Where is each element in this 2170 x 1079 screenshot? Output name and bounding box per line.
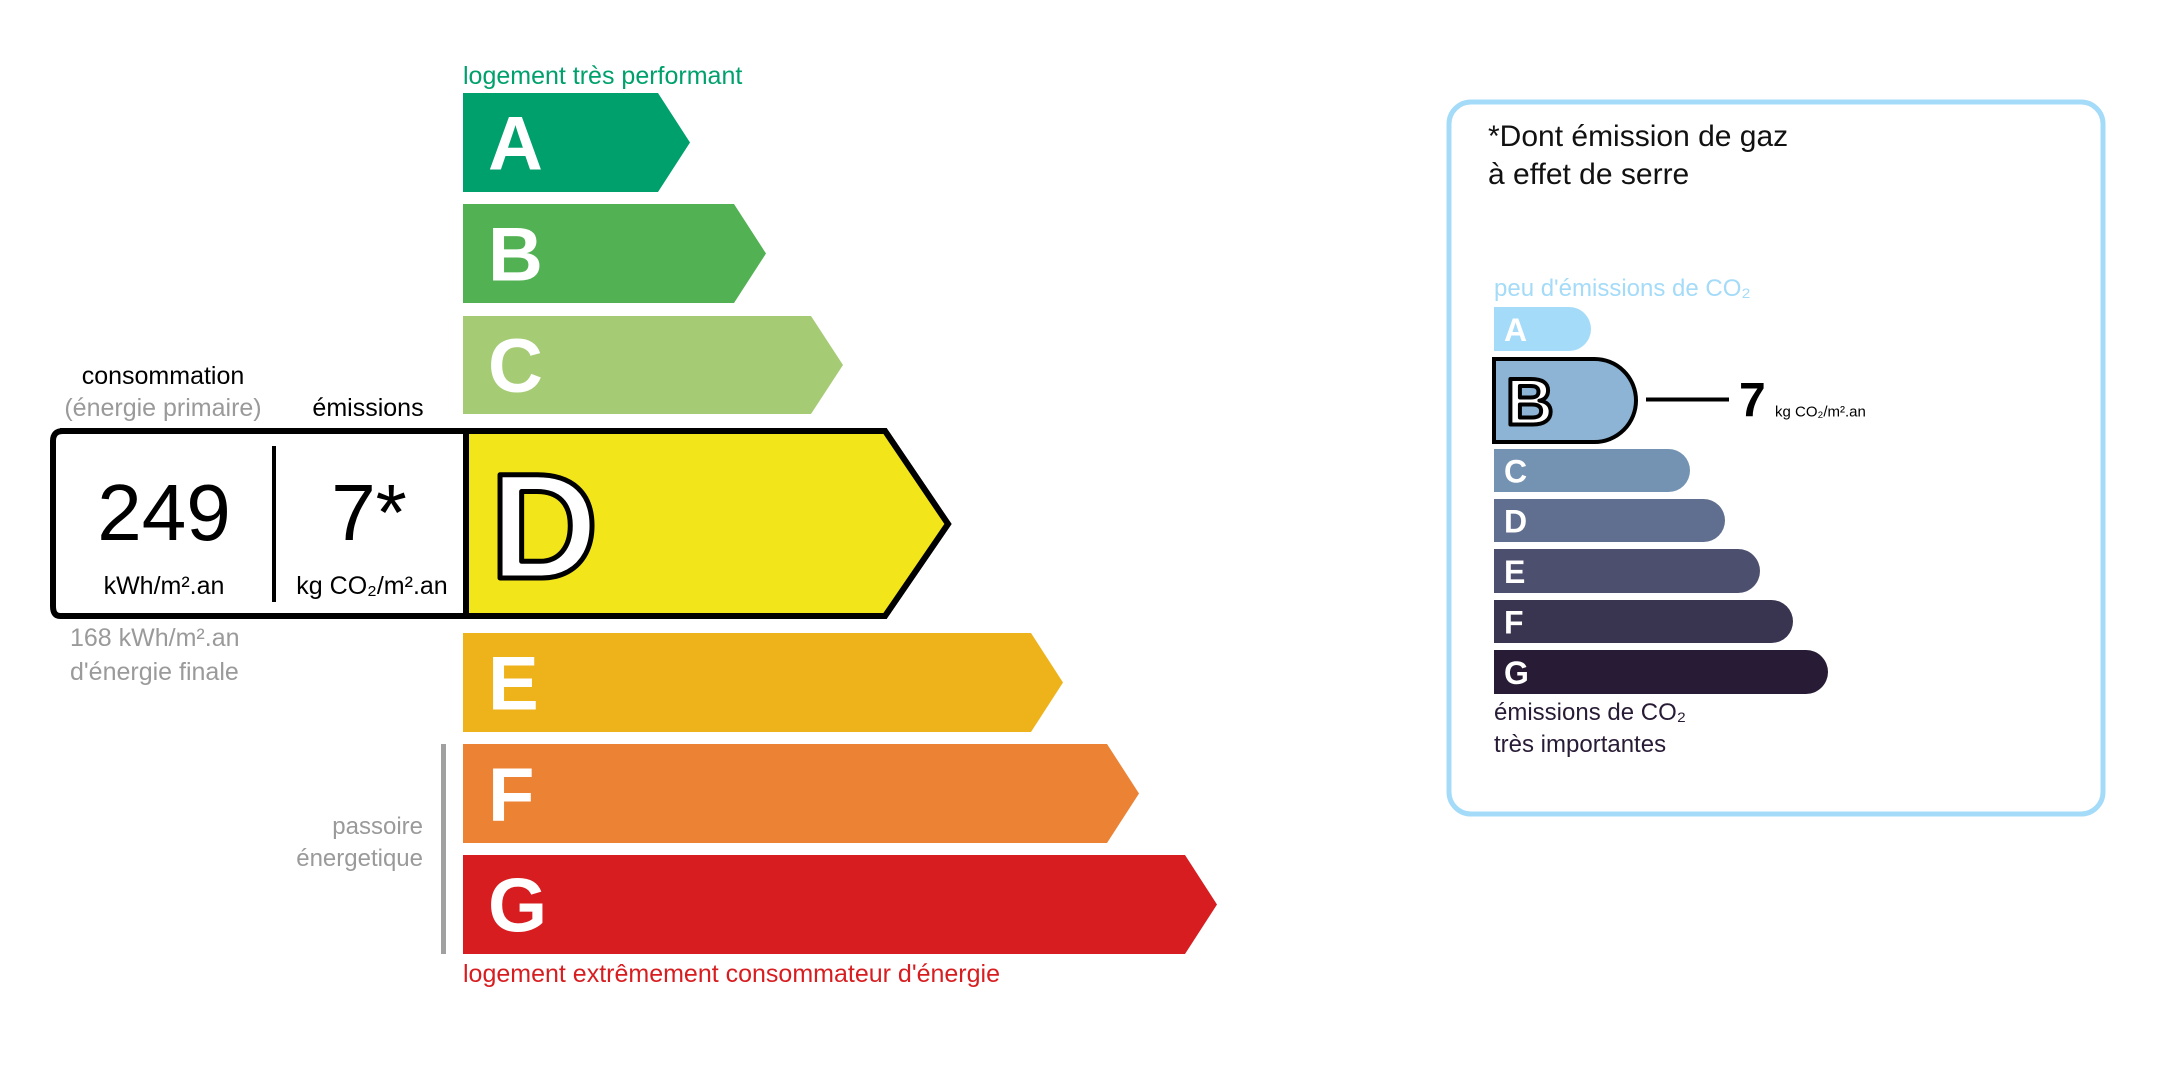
energy-letter-e: E	[488, 642, 539, 727]
energy-bar-g	[463, 855, 1217, 954]
energy-letter-c: C	[488, 324, 543, 409]
ghg-class-c: C	[1494, 449, 1690, 492]
ghg-bar-d	[1494, 499, 1725, 542]
energy-class-b: B	[463, 204, 766, 303]
bottom-caption: logement extrêmement consommateur d'éner…	[463, 960, 1000, 988]
energy-class-g: G	[463, 855, 1217, 954]
ghg-unit: kg CO₂/m².an	[1775, 404, 1866, 421]
energy-bar-c	[463, 316, 843, 414]
ghg-bar-g	[1494, 650, 1828, 694]
ghg-top-caption: peu d'émissions de CO₂	[1494, 275, 1751, 302]
ghg-bottom-caption: très importantes	[1494, 731, 1666, 758]
energy-bar-f	[463, 744, 1139, 843]
top-caption: logement très performant	[463, 62, 742, 90]
ghg-title: à effet de serre	[1488, 158, 1689, 191]
final-energy-label: d'énergie finale	[70, 658, 239, 686]
ghg-class-b: B 7 kg CO₂/m².an	[1492, 357, 1866, 444]
ghg-bottom-caption: émissions de CO₂	[1494, 699, 1686, 726]
energy-bar-b	[463, 204, 766, 303]
energy-bar-a	[463, 93, 690, 192]
ghg-value: 7	[1739, 375, 1766, 428]
ghg-class-e: E	[1494, 549, 1760, 593]
energy-letter-a: A	[488, 102, 543, 187]
ghg-letter-c: C	[1504, 454, 1527, 490]
ghg-letter-b: B	[1506, 365, 1554, 439]
ghg-class-a: A	[1494, 307, 1591, 351]
ghg-bar-a	[1494, 307, 1591, 351]
passoire-bar	[441, 744, 446, 954]
ghg-bar-b	[1492, 357, 1638, 444]
ghg-letter-g: G	[1504, 655, 1529, 691]
consumption-heading: consommation	[82, 362, 245, 390]
energy-bar-e	[463, 633, 1063, 732]
energy-letter-b: B	[488, 213, 543, 298]
passoire-label: passoire	[332, 813, 423, 840]
consumption-unit: kWh/m².an	[104, 572, 225, 600]
energy-letter-f: F	[488, 753, 534, 838]
consumption-value: 249	[97, 468, 230, 557]
energy-class-a: A	[463, 93, 690, 192]
energy-letter-g: G	[488, 864, 547, 949]
energy-letter-d: D	[490, 442, 598, 610]
energy-class-f: F	[463, 744, 1139, 843]
energy-class-c: C	[463, 316, 843, 414]
consumption-subheading: (énergie primaire)	[64, 394, 261, 422]
ghg-bar-e	[1494, 549, 1760, 593]
emissions-unit: kg CO₂/m².an	[296, 572, 447, 600]
ghg-bar-c	[1494, 449, 1690, 492]
ghg-panel: *Dont émission de gaz à effet de serre peu…	[1446, 99, 2106, 817]
energy-bar-d	[463, 428, 952, 619]
ghg-class-g: G	[1494, 650, 1828, 694]
passoire-label: énergetique	[296, 845, 423, 872]
ghg-letter-e: E	[1504, 554, 1525, 590]
ghg-bar-f	[1494, 600, 1793, 643]
ghg-letter-a: A	[1504, 312, 1527, 348]
energy-class-e: E	[463, 633, 1063, 732]
ghg-class-d: D	[1494, 499, 1725, 542]
ghg-class-f: F	[1494, 600, 1793, 643]
ghg-letter-f: F	[1504, 605, 1524, 641]
final-energy-value: 168 kWh/m².an	[70, 624, 240, 652]
emissions-value: 7*	[331, 468, 407, 557]
ghg-letter-d: D	[1504, 504, 1527, 540]
energy-class-d: D	[50, 428, 952, 619]
emissions-heading: émissions	[312, 394, 423, 422]
ghg-title: *Dont émission de gaz	[1488, 120, 1788, 153]
